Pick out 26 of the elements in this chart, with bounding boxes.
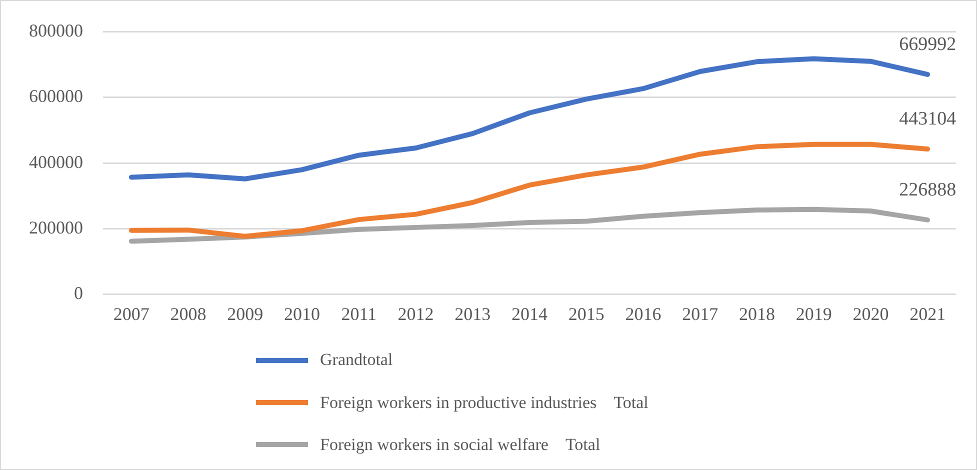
x-tick-label: 2021 (910, 304, 946, 324)
x-tick-label: 2018 (738, 304, 775, 324)
x-tick-label: 2007 (113, 304, 150, 324)
x-tick-label: 2011 (341, 304, 377, 324)
x-tick-label: 2015 (568, 304, 604, 324)
y-tick-label: 600000 (29, 86, 83, 106)
y-tick-label: 0 (74, 283, 83, 304)
x-tick-label: 2008 (170, 304, 206, 324)
legend-label: Grandtotal (320, 350, 393, 370)
x-tick-label: 2014 (512, 304, 548, 324)
x-tick-label: 2012 (398, 304, 434, 324)
x-tick-label: 2013 (454, 304, 491, 324)
y-tick-label: 200000 (29, 217, 83, 238)
y-tick-label: 400000 (29, 152, 83, 172)
x-tick-label: 2019 (796, 304, 832, 324)
x-tick-label: 2016 (625, 304, 662, 324)
y-tick-label: 800000 (29, 20, 83, 41)
x-tick-label: 2010 (284, 304, 320, 324)
legend-label: Foreign workers in productive industries Total (320, 392, 648, 414)
data-label: 669992 (899, 34, 956, 55)
x-tick-label: 2020 (852, 304, 889, 324)
data-label: 226888 (899, 179, 956, 200)
legend-label: Foreign workers in social welfare Total (320, 434, 600, 456)
x-tick-label: 2009 (227, 304, 264, 324)
data-label: 443104 (899, 108, 957, 130)
x-tick-label: 2017 (682, 304, 718, 324)
